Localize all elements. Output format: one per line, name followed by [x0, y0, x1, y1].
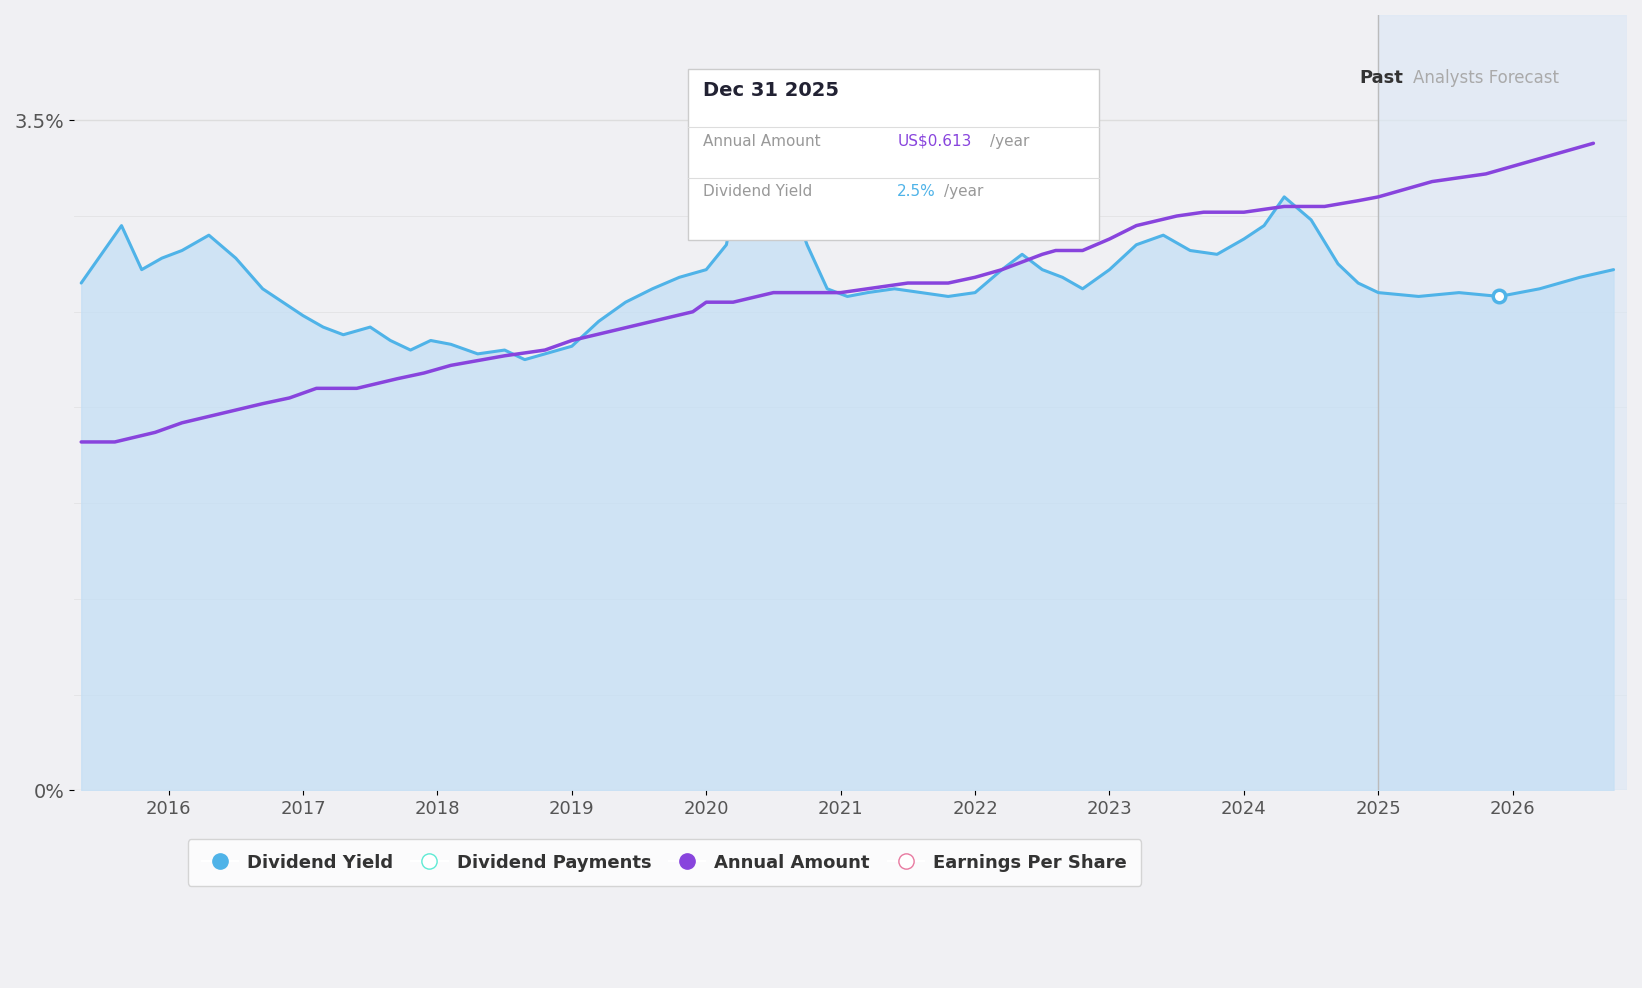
Text: Past: Past — [1360, 69, 1404, 87]
FancyBboxPatch shape — [688, 69, 1098, 240]
Text: Analysts Forecast: Analysts Forecast — [1412, 69, 1558, 87]
Text: /year: /year — [990, 133, 1030, 148]
Bar — [1378, 15, 1627, 790]
Text: Dec 31 2025: Dec 31 2025 — [703, 81, 839, 100]
Text: 2.5%: 2.5% — [897, 184, 936, 199]
Legend: Dividend Yield, Dividend Payments, Annual Amount, Earnings Per Share: Dividend Yield, Dividend Payments, Annua… — [187, 839, 1141, 886]
Text: /year: /year — [944, 184, 984, 199]
Text: Dividend Yield: Dividend Yield — [703, 184, 813, 199]
Text: Annual Amount: Annual Amount — [703, 133, 821, 148]
Text: US$0.613: US$0.613 — [897, 133, 972, 148]
